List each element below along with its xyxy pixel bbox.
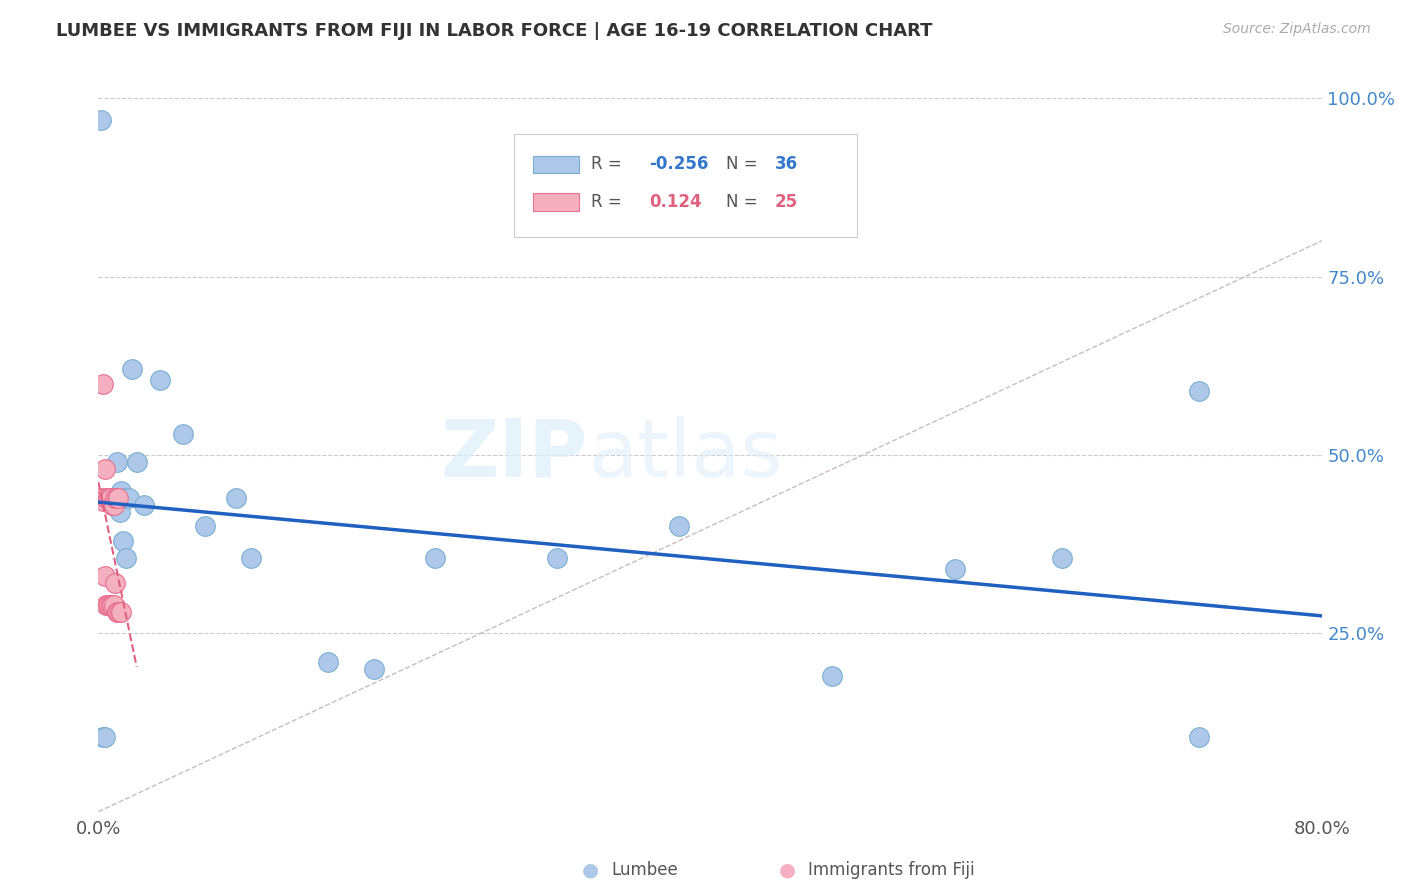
Point (105, 491, 128, 505)
Text: R =: R = (592, 193, 621, 211)
Point (943, 562, 966, 576)
Point (97, 598, 120, 612)
Point (225, 491, 247, 505)
Point (94, 598, 117, 612)
Text: Immigrants from Fiji: Immigrants from Fiji (808, 861, 976, 879)
Text: LUMBEE VS IMMIGRANTS FROM FIJI IN LABOR FORCE | AGE 16-19 CORRELATION CHART: LUMBEE VS IMMIGRANTS FROM FIJI IN LABOR … (56, 22, 932, 40)
Point (93, 462, 115, 476)
Point (101, 598, 124, 612)
Point (93, 730, 115, 744)
Point (1050, 551, 1073, 566)
FancyBboxPatch shape (515, 134, 856, 237)
FancyBboxPatch shape (533, 155, 579, 173)
Point (98, 598, 121, 612)
Point (125, 455, 148, 469)
Point (821, 669, 844, 683)
Text: ●: ● (582, 860, 599, 880)
Point (97, 491, 120, 505)
Point (100, 598, 122, 612)
Point (90, 112, 112, 127)
Point (111, 533, 134, 548)
Text: Lumbee: Lumbee (612, 861, 678, 879)
Point (107, 491, 129, 505)
Point (100, 491, 122, 505)
Point (91, 494, 114, 508)
Point (240, 551, 263, 566)
Point (363, 662, 385, 676)
Point (104, 576, 127, 591)
Text: ●: ● (779, 860, 796, 880)
Point (103, 598, 125, 612)
Point (101, 498, 124, 512)
Text: -0.256: -0.256 (648, 155, 709, 173)
Text: R =: R = (592, 155, 621, 173)
Text: Source: ZipAtlas.com: Source: ZipAtlas.com (1223, 22, 1371, 37)
Point (110, 605, 132, 619)
Point (93, 569, 115, 583)
Point (104, 494, 127, 508)
Point (101, 494, 124, 508)
Point (91, 730, 114, 744)
Point (121, 362, 143, 376)
Point (90, 491, 112, 505)
Point (105, 605, 128, 619)
Point (115, 551, 138, 566)
Text: N =: N = (725, 193, 758, 211)
Text: 0.124: 0.124 (648, 193, 702, 211)
Point (149, 373, 172, 387)
Point (134, 498, 156, 512)
Point (1188, 730, 1211, 744)
Text: N =: N = (725, 155, 758, 173)
Point (546, 551, 568, 566)
Text: ZIP: ZIP (440, 416, 588, 494)
Text: 36: 36 (775, 155, 799, 173)
Point (172, 426, 194, 441)
Point (104, 491, 127, 505)
Point (194, 519, 217, 533)
Point (107, 491, 129, 505)
FancyBboxPatch shape (533, 193, 579, 211)
Point (1188, 384, 1211, 398)
Point (423, 551, 446, 566)
Point (94, 491, 117, 505)
Point (97, 491, 120, 505)
Point (105, 455, 128, 469)
Point (98, 491, 121, 505)
Point (110, 483, 132, 498)
Point (107, 605, 129, 619)
Point (100, 491, 122, 505)
Point (91, 376, 114, 391)
Point (103, 491, 125, 505)
Point (668, 519, 690, 533)
Point (118, 491, 141, 505)
Point (94, 491, 117, 505)
Text: atlas: atlas (588, 416, 782, 494)
Point (108, 505, 131, 519)
Point (98, 494, 121, 508)
Point (103, 498, 125, 512)
Text: 25: 25 (775, 193, 799, 211)
Point (112, 491, 135, 505)
Point (108, 605, 131, 619)
Point (316, 655, 339, 669)
